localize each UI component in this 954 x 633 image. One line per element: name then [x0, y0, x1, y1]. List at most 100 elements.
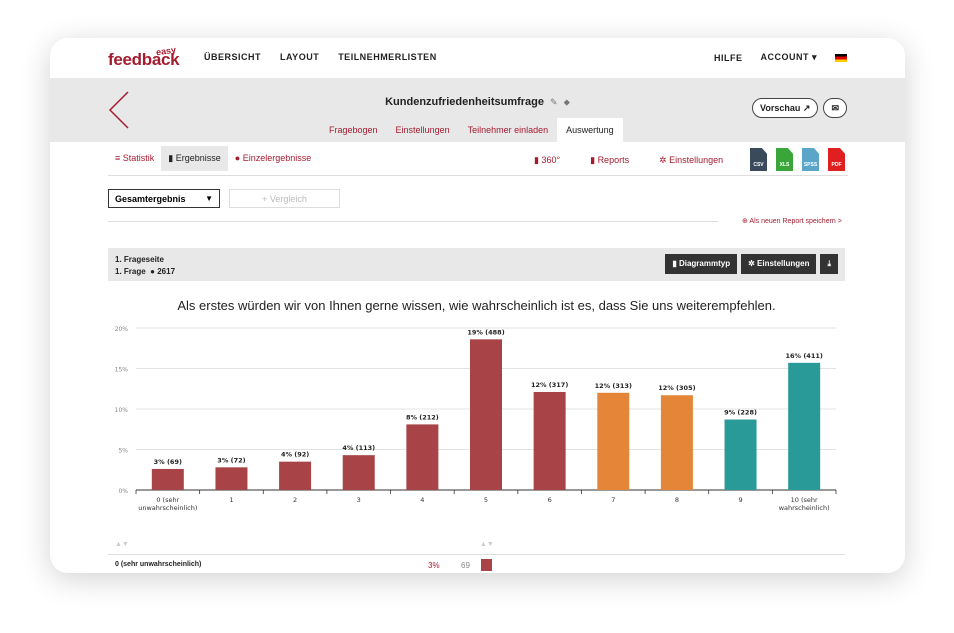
link-360-label: 360° [541, 155, 561, 165]
tab-statistics[interactable]: ≡ Statistik [108, 146, 161, 171]
logo-main-text: feedback [108, 50, 180, 69]
result-select[interactable]: Gesamtergebnis ▼ [108, 189, 220, 208]
save-report-link[interactable]: ⊕ Als neuen Report speichern > [742, 218, 842, 225]
chart-bar [660, 395, 693, 490]
bar-chart-icon: ▮ [534, 155, 539, 165]
download-button[interactable]: ⤓ [820, 254, 838, 274]
chart-bar [279, 461, 312, 490]
y-tick-label: 5% [118, 448, 128, 455]
y-tick-label: 20% [115, 326, 129, 333]
data-label: 19% (488) [467, 328, 504, 336]
compare-button[interactable]: + Vergleich [229, 189, 340, 208]
y-tick-label: 0% [118, 488, 128, 495]
x-tick-label: 8 [675, 496, 679, 504]
results-tabs: ≡ Statistik ▮ Ergebnisse ● Einzelergebni… [108, 146, 318, 171]
tab-evaluation[interactable]: Auswertung [557, 118, 623, 142]
nav-overview[interactable]: ÜBERSICHT [204, 52, 262, 62]
x-tick-label: 6 [548, 496, 552, 504]
data-label: 9% (228) [724, 409, 757, 417]
sort-icon[interactable]: ▲▼ [480, 541, 494, 548]
x-tick-label: 9 [738, 496, 742, 504]
tab-results-label: Ergebnisse [175, 153, 221, 163]
csv-export-icon[interactable]: CSV [750, 148, 767, 171]
x-tick-label: 3 [357, 496, 361, 504]
x-tick-label: unwahrscheinlich) [138, 504, 197, 512]
mail-button[interactable]: ✉ [823, 98, 847, 118]
nav-right: HILFE ACCOUNT ▾ [714, 52, 847, 63]
tab-individual-results[interactable]: ● Einzelergebnisse [228, 146, 319, 171]
row-percent: 3% [428, 561, 440, 570]
gear-icon: ✲ [659, 155, 667, 165]
logo[interactable]: easy feedback [108, 45, 180, 70]
tab-settings[interactable]: Einstellungen [395, 125, 450, 135]
download-icon: ⤓ [827, 259, 831, 268]
row-count: 69 [461, 561, 470, 570]
chart-bar [406, 424, 439, 490]
nav-account[interactable]: ACCOUNT ▾ [760, 52, 817, 63]
question-info: 1. Frage ● 2617 [115, 267, 175, 276]
x-tick-label: 5 [484, 496, 488, 504]
chart-bar [533, 391, 566, 490]
row-label: 0 (sehr unwahrscheinlich) [115, 561, 202, 568]
link-settings[interactable]: ✲ Einstellungen [659, 155, 723, 166]
link-reports-label: Reports [597, 155, 630, 165]
question-bar: 1. Frageseite 1. Frage ● 2617 ▮ Diagramm… [108, 248, 845, 281]
y-tick-label: 15% [115, 367, 129, 374]
chevron-down-icon: ▾ [811, 52, 817, 62]
nav-participant-lists[interactable]: TEILNEHMERLISTEN [338, 52, 437, 62]
question-title: Als erstes würden wir von Ihnen gerne wi… [177, 298, 776, 313]
question-number: 1. Frage [115, 267, 146, 276]
respondent-count: 2617 [157, 267, 176, 276]
results-toolbar: ≡ Statistik ▮ Ergebnisse ● Einzelergebni… [108, 146, 848, 176]
data-label: 8% (212) [406, 413, 439, 421]
export-buttons: CSV XLS SPSS PDF [750, 148, 845, 171]
x-tick-label: 2 [293, 496, 297, 504]
chart-bar [215, 467, 248, 490]
tag-icon[interactable]: ⬥ [563, 97, 570, 107]
chart-bar [470, 339, 502, 490]
nav-layout[interactable]: LAYOUT [280, 52, 320, 62]
x-tick-label: 0 (sehr [156, 496, 179, 504]
header-buttons: Vorschau ↗ ✉ [752, 98, 847, 118]
x-tick-label: 10 (sehr [791, 496, 818, 504]
spss-export-icon[interactable]: SPSS [802, 148, 819, 171]
x-tick-label: 4 [420, 496, 424, 504]
link-360[interactable]: ▮ 360° [534, 155, 560, 166]
bar-chart-icon: ▮ [168, 153, 174, 163]
chart-bar [724, 419, 757, 490]
pencil-icon[interactable]: ✎ [550, 97, 558, 107]
survey-title: Kundenzufriedenheitsumfrage ✎ ⬥ [50, 96, 905, 108]
flag-de-icon[interactable] [835, 53, 847, 62]
tab-results[interactable]: ▮ Ergebnisse [161, 146, 228, 171]
chart-bar [151, 468, 184, 490]
row-bar [481, 559, 492, 571]
tab-individual-results-label: Einzelergebnisse [242, 153, 312, 163]
nav-help[interactable]: HILFE [713, 52, 743, 63]
user-icon: ● [234, 153, 241, 163]
x-tick-label: 7 [611, 496, 615, 504]
link-reports[interactable]: ▮ Reports [590, 155, 629, 166]
list-icon: ≡ [115, 153, 121, 163]
chart-bar [597, 392, 630, 490]
back-arrow-icon[interactable] [108, 90, 138, 130]
data-label: 3% (72) [217, 456, 245, 464]
survey-tabs: Fragebogen Einstellungen Teilnehmer einl… [320, 118, 623, 142]
xls-export-icon[interactable]: XLS [776, 148, 793, 171]
tab-questionnaire[interactable]: Fragebogen [329, 125, 378, 135]
question-settings-button[interactable]: ✲ Einstellungen [741, 254, 817, 274]
bar-chart: 0% 5% 10% 15% 20% 3% (69) 0 (sehrunwahrscheinl… [115, 326, 837, 512]
preview-button[interactable]: Vorschau ↗ [752, 98, 819, 118]
data-label: 12% (317) [531, 381, 568, 389]
data-label: 16% (411) [786, 352, 823, 360]
chart-bar [788, 362, 821, 490]
data-label: 12% (313) [595, 382, 632, 390]
survey-header: Kundenzufriedenheitsumfrage ✎ ⬥ Fragebogen… [50, 78, 905, 142]
user-icon: ● [150, 267, 155, 276]
sort-icon[interactable]: ▲▼ [115, 541, 129, 548]
preview-label: Vorschau [760, 103, 801, 113]
pdf-export-icon[interactable]: PDF [828, 148, 845, 171]
survey-title-text: Kundenzufriedenheitsumfrage [385, 96, 545, 108]
link-settings-label: Einstellungen [669, 155, 724, 165]
chart-type-button[interactable]: ▮ Diagrammtyp [665, 254, 738, 274]
tab-invite-participants[interactable]: Teilnehmer einladen [467, 125, 549, 135]
